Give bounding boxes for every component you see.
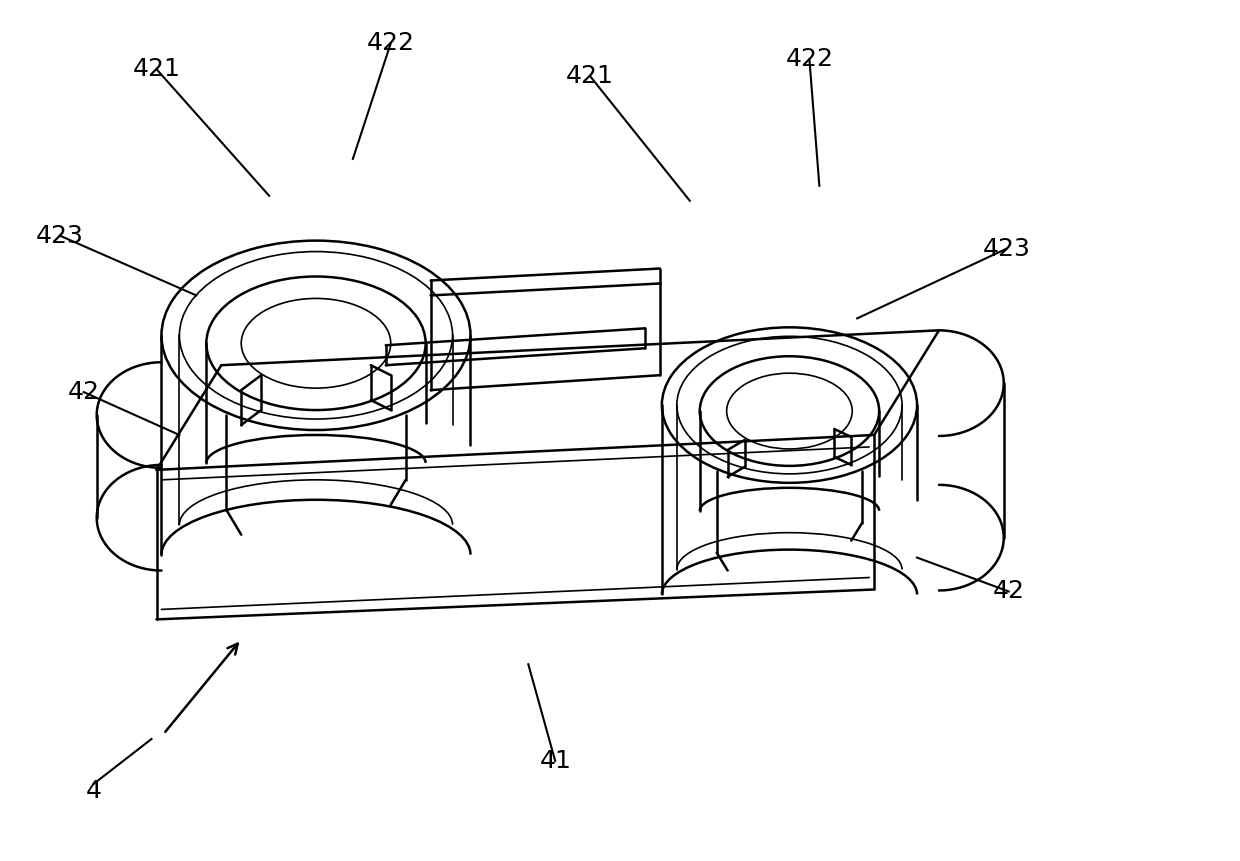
Text: 423: 423 [36, 224, 84, 248]
Text: 41: 41 [539, 749, 572, 773]
Text: 423: 423 [983, 237, 1030, 261]
Text: 421: 421 [133, 57, 181, 81]
Text: 42: 42 [68, 380, 99, 404]
Text: 422: 422 [367, 31, 414, 55]
Text: 42: 42 [993, 579, 1024, 604]
Text: 4: 4 [86, 779, 102, 802]
Text: 421: 421 [567, 65, 614, 88]
Text: 422: 422 [785, 47, 833, 71]
